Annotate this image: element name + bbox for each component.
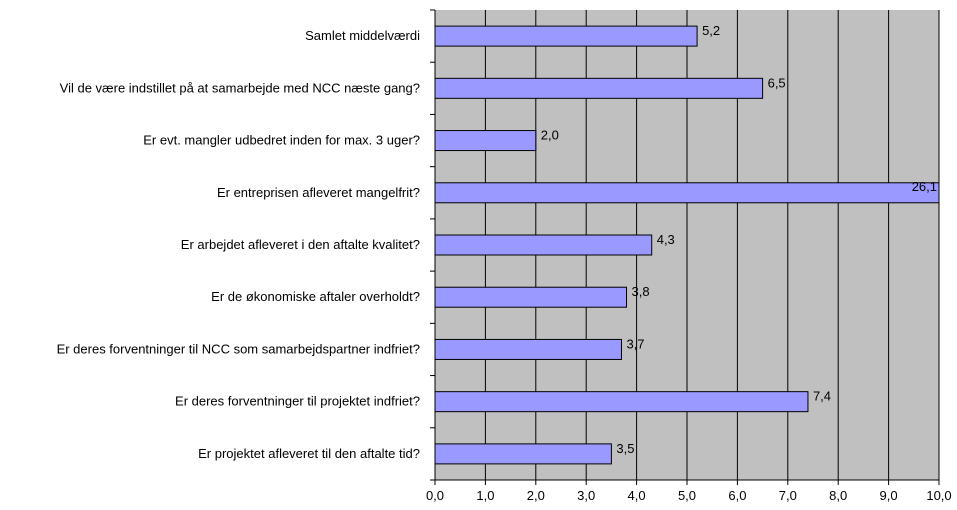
value-label: 4,3 (657, 232, 675, 247)
bar (434, 77, 764, 99)
value-label: 2,0 (541, 128, 559, 143)
bar (434, 286, 628, 308)
value-label: 6,5 (768, 75, 786, 90)
category-label: Er arbejdet afleveret i den aftalte kval… (181, 237, 420, 252)
x-tick-label: 8,0 (829, 488, 847, 503)
x-tick-label: 3,0 (577, 488, 595, 503)
value-label: 5,2 (702, 23, 720, 38)
x-tick-label: 5,0 (678, 488, 696, 503)
x-tick-label: 10,0 (926, 488, 951, 503)
category-label: Er entreprisen afleveret mangelfrit? (217, 185, 420, 200)
category-label: Er deres forventninger til NCC som samar… (57, 341, 420, 356)
x-tick-label: 9,0 (880, 488, 898, 503)
value-label: 3,8 (632, 284, 650, 299)
value-label: 3,7 (626, 336, 644, 351)
bar (434, 391, 809, 413)
bar (434, 130, 537, 152)
category-label: Vil de være indstillet på at samarbejde … (60, 80, 420, 95)
x-tick-label: 7,0 (779, 488, 797, 503)
category-label: Er deres forventninger til projektet ind… (175, 394, 420, 409)
bar (434, 338, 622, 360)
x-tick-label: 2,0 (527, 488, 545, 503)
category-label: Samlet middelværdi (305, 28, 420, 43)
x-tick-label: 0,0 (426, 488, 444, 503)
category-label: Er de økonomiske aftaler overholdt? (211, 289, 420, 304)
value-label: 3,5 (616, 441, 634, 456)
x-tick-label: 4,0 (628, 488, 646, 503)
bar (434, 234, 653, 256)
x-tick-label: 1,0 (476, 488, 494, 503)
bar (434, 443, 612, 465)
category-label: Er projektet afleveret til den aftalte t… (198, 446, 420, 461)
bar (434, 25, 698, 47)
bar (434, 182, 940, 204)
category-label: Er evt. mangler udbedret inden for max. … (143, 133, 420, 148)
value-label: 7,4 (813, 389, 831, 404)
value-label: 26,1 (912, 179, 937, 194)
x-tick-label: 6,0 (728, 488, 746, 503)
